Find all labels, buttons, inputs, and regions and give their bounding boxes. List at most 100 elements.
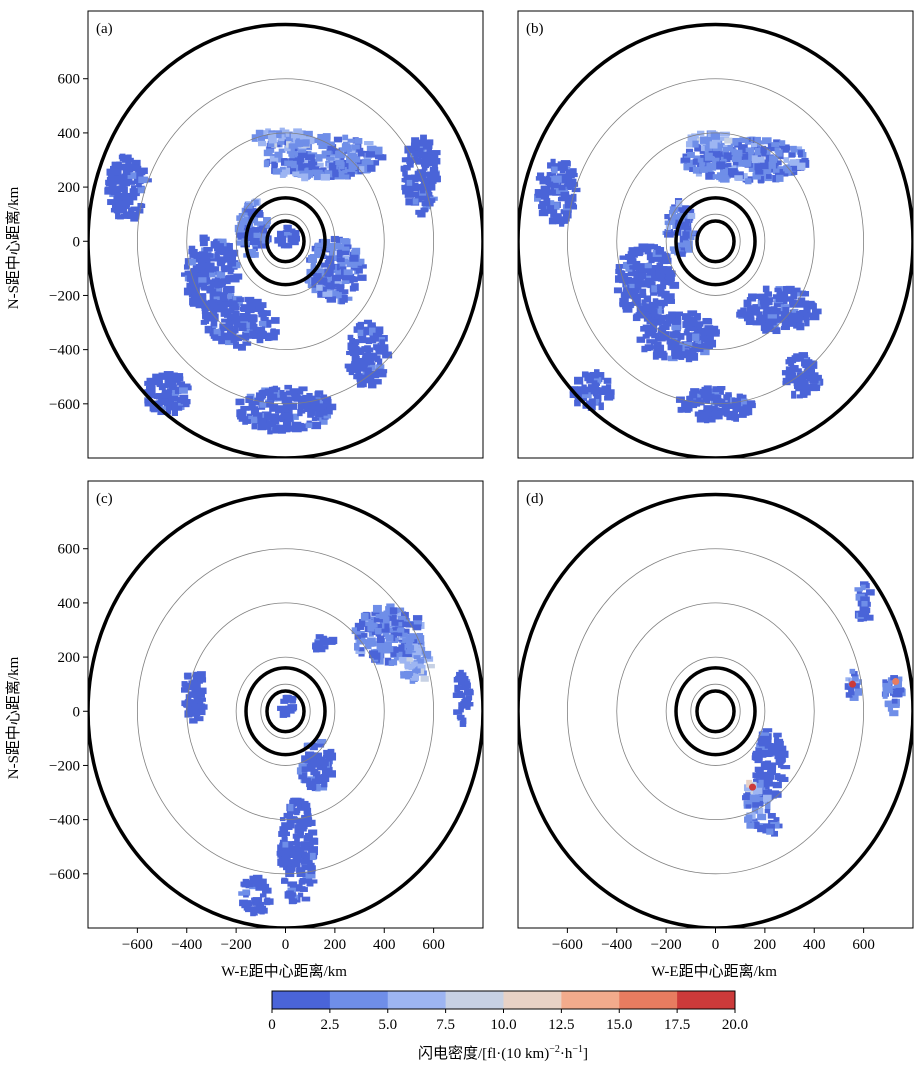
xtick-label: 600 [852, 937, 875, 953]
density-cell [539, 201, 549, 206]
density-cell [676, 200, 682, 207]
density-cell [569, 172, 575, 178]
density-cell [681, 158, 691, 163]
colorbar-tick-label: 12.5 [548, 1017, 574, 1033]
density-cell [221, 266, 227, 272]
density-cell [751, 143, 757, 147]
density-cell [791, 391, 796, 399]
density-cell [260, 316, 265, 321]
density-cell [306, 781, 312, 788]
density-cell [808, 302, 815, 306]
panel-label: (a) [96, 21, 113, 37]
density-cell [757, 783, 763, 788]
xtick-label: 200 [754, 937, 777, 953]
density-cell [298, 386, 307, 391]
xtick-label: 600 [422, 937, 445, 953]
density-cell [362, 353, 370, 360]
density-cell [645, 263, 652, 268]
density-cell [352, 356, 360, 363]
thick-ring [697, 691, 734, 732]
density-cell [259, 402, 266, 408]
density-cell [774, 741, 784, 749]
density-cell [797, 368, 802, 373]
density-cell [375, 154, 384, 159]
xlabel-right: W-E距中心距离/km [651, 963, 777, 980]
density-cell [418, 659, 424, 664]
density-cell [277, 236, 286, 241]
panel-0: (a)−600−400−2000200400600 [49, 11, 483, 458]
density-cell [753, 311, 763, 315]
density-cell [629, 265, 638, 269]
density-cell [214, 329, 221, 334]
density-cell [344, 269, 353, 275]
density-cell [424, 172, 430, 177]
density-cell [371, 336, 377, 344]
density-cell [774, 735, 779, 739]
density-cell [225, 334, 234, 341]
density-cell [290, 229, 295, 233]
density-cell [312, 644, 319, 649]
density-cell [732, 157, 742, 162]
ylabel-top: N-S距中心距离/km [5, 186, 22, 309]
density-cell [755, 170, 763, 175]
density-cell [666, 314, 676, 321]
panel-frame [518, 481, 913, 928]
density-cell [651, 319, 657, 326]
density-cell [322, 151, 332, 156]
density-cell [420, 187, 426, 193]
density-cell [342, 135, 348, 141]
density-cell [244, 906, 250, 910]
density-cell [230, 300, 238, 305]
density-cell [772, 327, 780, 334]
density-cell [332, 275, 341, 282]
xtick-label: 400 [373, 937, 396, 953]
density-cell [779, 140, 785, 146]
density-cell [264, 150, 271, 157]
xtick-label: −400 [171, 937, 202, 953]
density-cell [554, 202, 560, 210]
density-cell [809, 376, 818, 383]
density-cell [298, 405, 303, 411]
density-cell [305, 154, 315, 160]
density-cell [269, 138, 277, 144]
density-cell [311, 422, 321, 429]
density-cell [420, 177, 430, 182]
density-cell [323, 750, 332, 755]
colorbar-tick-label: 20.0 [722, 1017, 748, 1033]
density-cell [692, 334, 699, 341]
density-cell [742, 153, 749, 160]
density-cell [122, 155, 131, 163]
density-cell [114, 176, 120, 182]
density-cell [326, 756, 333, 761]
density-hotspot [749, 784, 756, 791]
density-cell [752, 304, 758, 311]
density-cell [359, 337, 366, 343]
density-cell [636, 280, 641, 288]
density-cell [362, 367, 371, 371]
xtick-label: −200 [651, 937, 682, 953]
density-cell [398, 627, 404, 632]
density-cell [233, 342, 239, 349]
density-cell [252, 333, 257, 338]
density-cell [802, 384, 812, 390]
density-cell [302, 801, 309, 808]
density-cell [358, 329, 364, 336]
density-cell [158, 398, 168, 405]
density-cell [376, 614, 381, 618]
density-cell [734, 175, 742, 180]
density-cell [433, 159, 440, 163]
xtick-label: 0 [712, 937, 720, 953]
density-cell [127, 181, 136, 185]
density-cell [646, 270, 655, 276]
density-cell [179, 395, 188, 403]
density-cell [271, 162, 276, 168]
density-cell [205, 269, 215, 273]
density-cell [655, 314, 662, 319]
density-cell [297, 174, 304, 178]
density-cell [687, 152, 695, 158]
density-cell [339, 298, 345, 304]
density-cell [104, 188, 112, 195]
density-cell [308, 256, 317, 263]
density-cell [565, 202, 575, 209]
